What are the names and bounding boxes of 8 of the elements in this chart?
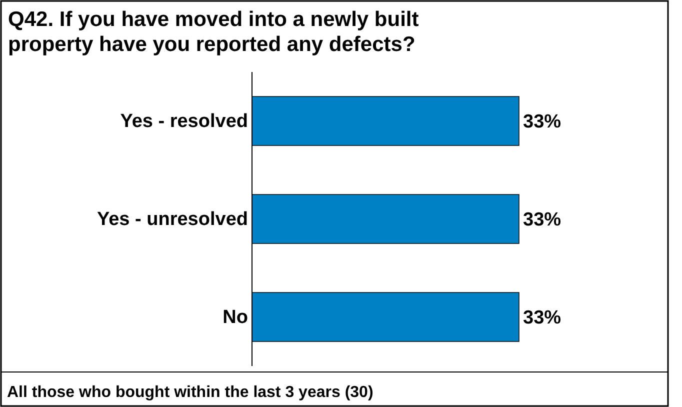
data-label: 33% [523, 308, 562, 329]
chart-title: Q42. If you have moved into a newly built property have you reported any defects? [8, 8, 419, 56]
y-tick-label: Yes - unresolved [96, 209, 248, 230]
data-label: 33% [523, 112, 562, 133]
y-tick-label: No [222, 307, 248, 328]
text: All those who bought within the last 3 years (30) [7, 384, 374, 401]
y-tick-label: Yes - resolved [120, 111, 248, 132]
data-label: 33% [523, 210, 562, 231]
